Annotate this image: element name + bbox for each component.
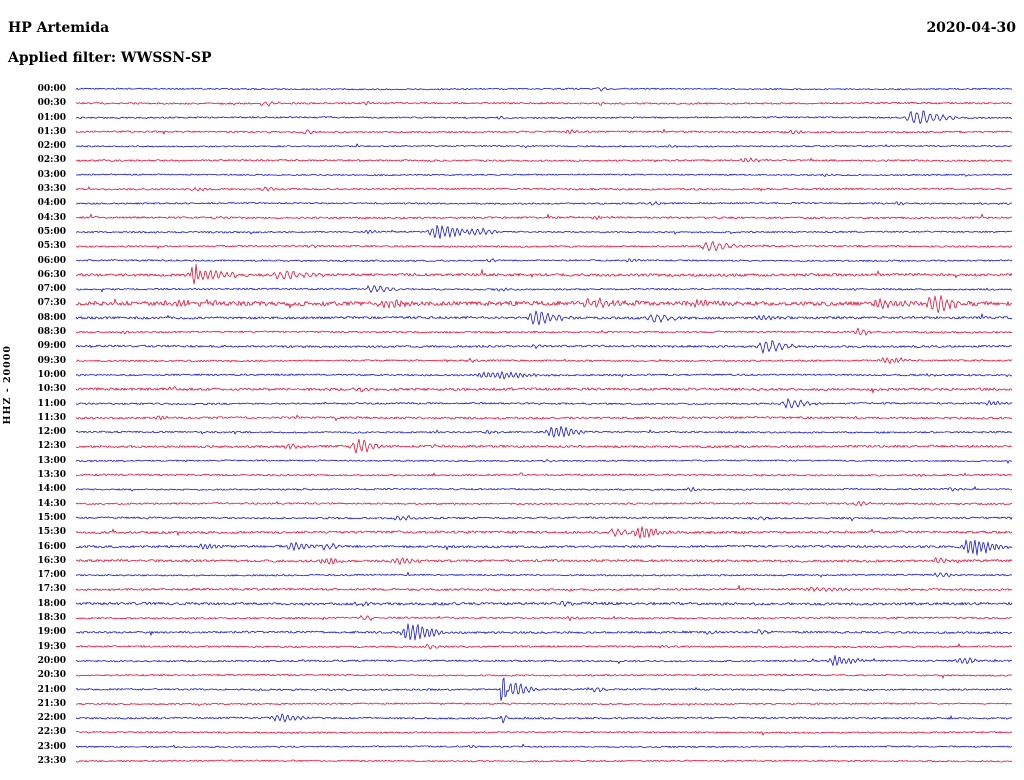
helicorder-page: HP Artemida 2020-04-30 Applied filter: W… [0,0,1024,780]
seismogram-plot [0,0,1024,780]
